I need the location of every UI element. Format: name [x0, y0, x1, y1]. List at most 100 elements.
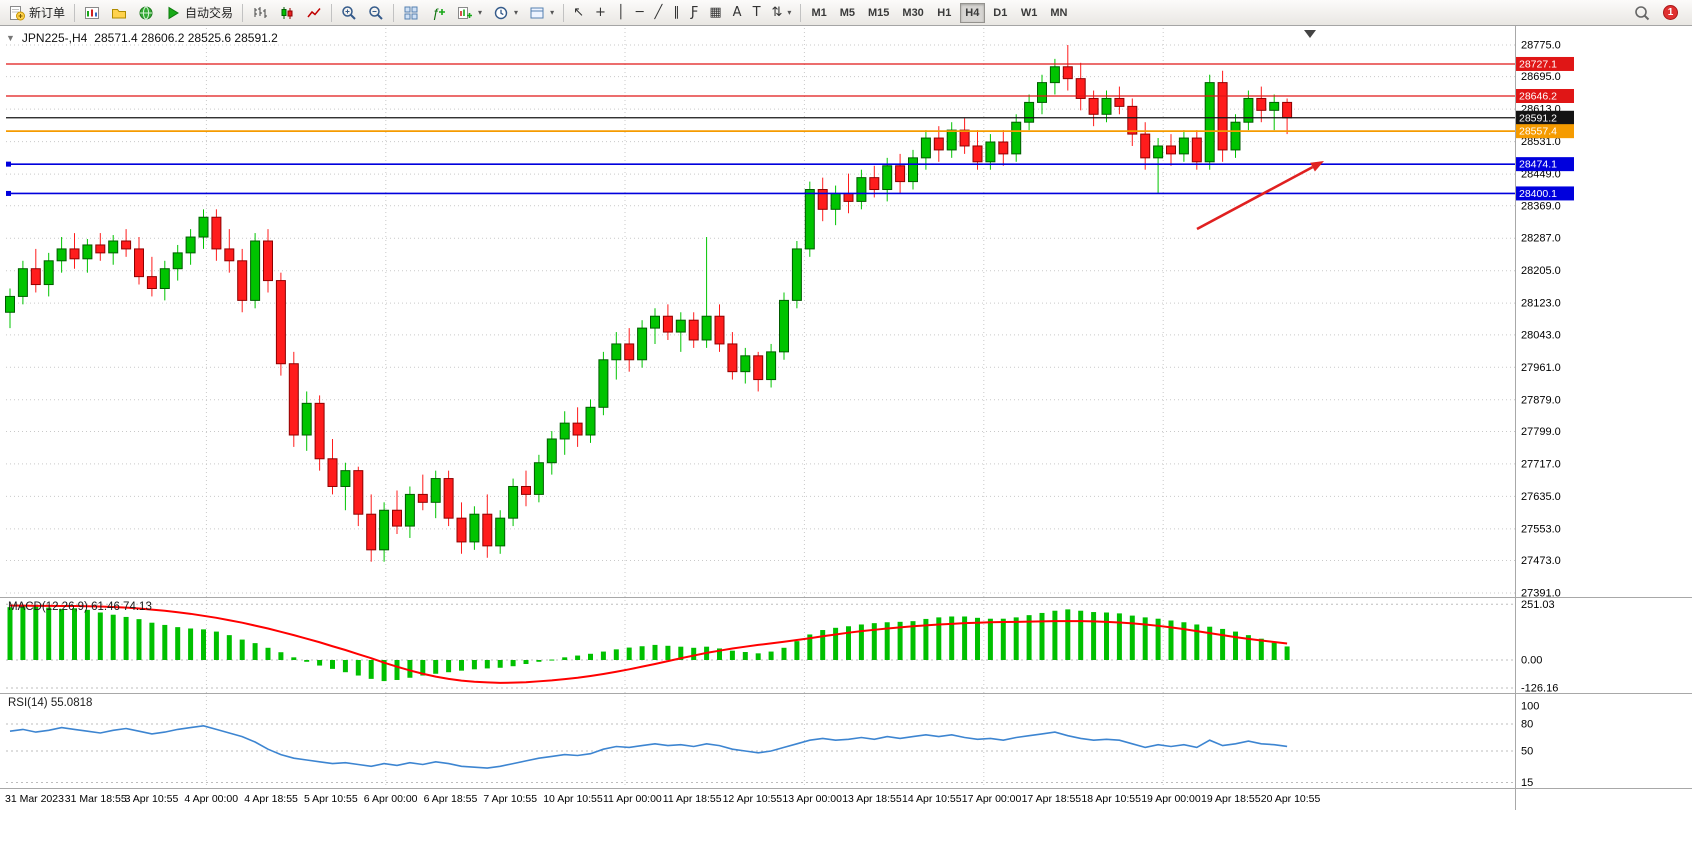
- notification-badge[interactable]: 1: [1663, 5, 1678, 20]
- support-line-2-handle[interactable]: [6, 190, 11, 196]
- vertical-line-tool[interactable]: │: [612, 2, 630, 24]
- macd-histogram-bar: [20, 605, 26, 660]
- bid-price-line-badge-label: 28591.2: [1519, 112, 1557, 124]
- timeframe-h1-button[interactable]: H1: [932, 3, 957, 23]
- candle-body: [559, 422, 570, 440]
- trendline-tool[interactable]: ╱: [650, 2, 668, 24]
- macd-histogram-bar: [33, 606, 39, 660]
- timeframe-mn-button[interactable]: MN: [1045, 3, 1072, 23]
- macd-histogram-bar: [433, 660, 439, 674]
- search-button[interactable]: [1629, 2, 1655, 24]
- profiles-button[interactable]: [106, 2, 132, 24]
- equidistant-channel-tool[interactable]: ∥: [668, 2, 685, 24]
- chart-canvas[interactable]: 28775.028695.028613.028531.028449.028369…: [0, 26, 1692, 853]
- macd-histogram-bar: [833, 627, 839, 660]
- macd-histogram-bar: [1271, 642, 1277, 660]
- macd-histogram-bar: [1155, 618, 1161, 660]
- macd-histogram-bar: [342, 660, 348, 673]
- timeframe-group: M1 M5 M15 M30 H1 H4 D1 W1 MN: [805, 2, 1073, 23]
- periodicity-button[interactable]: ▾: [488, 2, 523, 24]
- candle-body: [572, 422, 583, 436]
- text-label-tool[interactable]: T: [748, 2, 766, 24]
- arrows-tool[interactable]: ⇅ ▾: [767, 2, 797, 24]
- bar-chart-button[interactable]: [247, 2, 273, 24]
- candle-body: [43, 260, 54, 286]
- candle-body: [1075, 78, 1086, 99]
- new-chart-button[interactable]: ▾: [452, 2, 487, 24]
- templates-button[interactable]: ▾: [524, 2, 559, 24]
- macd-histogram-bar: [84, 609, 90, 660]
- candle-body: [1178, 137, 1189, 155]
- timeframe-w1-button[interactable]: W1: [1016, 3, 1043, 23]
- text-tool[interactable]: A: [728, 2, 747, 24]
- time-label: 19 Apr 18:55: [1201, 793, 1261, 805]
- candle-body: [301, 402, 312, 436]
- candle-body: [185, 236, 196, 254]
- candle-body: [1127, 105, 1138, 135]
- toolbar-separator: [800, 3, 802, 22]
- price-tick-label: 28369.0: [1521, 200, 1561, 212]
- timeframe-d1-button[interactable]: D1: [988, 3, 1013, 23]
- drawing-tools-group: ↖ + │ ─ ╱ ∥ Ƒ ▦ A T ⇅ ▾: [568, 2, 796, 24]
- macd-tick-label: 0.00: [1521, 655, 1542, 667]
- timeframe-h4-button[interactable]: H4: [959, 2, 985, 23]
- zoom-out-button[interactable]: [363, 2, 389, 24]
- macd-histogram-bar: [226, 635, 232, 660]
- macd-histogram-bar: [742, 652, 748, 660]
- time-label: 5 Apr 10:55: [304, 793, 358, 805]
- macd-histogram-bar: [768, 651, 774, 660]
- candle-body: [817, 189, 828, 210]
- time-label: 14 Apr 10:55: [902, 793, 962, 805]
- candle-body: [288, 363, 299, 436]
- candle-body: [482, 513, 493, 547]
- macd-histogram-bar: [72, 608, 77, 660]
- candlestick-chart-button[interactable]: [274, 2, 300, 24]
- macd-histogram-bar: [278, 652, 284, 660]
- candle-body: [998, 141, 1009, 155]
- macd-histogram-bar: [639, 646, 645, 660]
- indicators-button[interactable]: ƒ: [425, 2, 451, 24]
- timeframe-m1-button[interactable]: M1: [806, 3, 831, 23]
- candle-body: [250, 240, 261, 301]
- zoom-in-button[interactable]: [336, 2, 362, 24]
- macd-tick-label: -126.16: [1521, 683, 1558, 695]
- tile-windows-icon: [403, 5, 419, 21]
- cursor-tool[interactable]: ↖: [568, 2, 589, 24]
- horizontal-line-tool[interactable]: ─: [631, 2, 649, 24]
- time-label: 20 Apr 10:55: [1261, 793, 1321, 805]
- support-line-1-handle[interactable]: [6, 161, 11, 167]
- zoom-in-icon: [341, 5, 357, 21]
- charts-button[interactable]: [79, 2, 105, 24]
- caret-icon: ▾: [514, 8, 519, 17]
- chart-shift-marker[interactable]: [1304, 30, 1316, 38]
- fibonacci-tool[interactable]: Ƒ: [686, 2, 703, 24]
- price-tick-label: 27473.0: [1521, 555, 1561, 567]
- orange-level-line-badge: [1516, 124, 1574, 139]
- one-click-collapse-icon[interactable]: ▼: [6, 33, 15, 43]
- shapes-tool[interactable]: ▦: [704, 2, 726, 24]
- timeframe-m5-button[interactable]: M5: [835, 3, 860, 23]
- time-label: 18 Apr 10:55: [1081, 793, 1141, 805]
- line-chart-button[interactable]: [301, 2, 327, 24]
- tile-windows-button[interactable]: [398, 2, 424, 24]
- market-watch-button[interactable]: [133, 2, 159, 24]
- macd-histogram-bar: [729, 650, 735, 660]
- new-order-button[interactable]: 新订单: [4, 2, 70, 24]
- candle-body: [882, 165, 893, 191]
- toolbar-separator: [74, 3, 76, 22]
- candle-body: [1037, 82, 1047, 103]
- candle-body: [766, 351, 777, 381]
- timeframe-m15-button[interactable]: M15: [863, 3, 894, 23]
- caret-icon: ▾: [787, 8, 792, 17]
- auto-trading-button[interactable]: 自动交易: [160, 2, 238, 24]
- new-order-label: 新订单: [29, 6, 66, 20]
- candle-body: [946, 129, 957, 151]
- crosshair-tool[interactable]: +: [590, 2, 611, 24]
- arrow-annotation[interactable]: [1196, 165, 1314, 231]
- timeframe-m30-button[interactable]: M30: [897, 3, 928, 23]
- macd-histogram-bar: [613, 649, 619, 660]
- macd-histogram-bar: [1168, 620, 1174, 660]
- macd-histogram-bar: [665, 645, 671, 660]
- macd-histogram-bar: [446, 660, 452, 673]
- chart-window[interactable]: 28775.0 28695.0 28613.0 28531.0 28449.0 28369…: [0, 26, 1692, 853]
